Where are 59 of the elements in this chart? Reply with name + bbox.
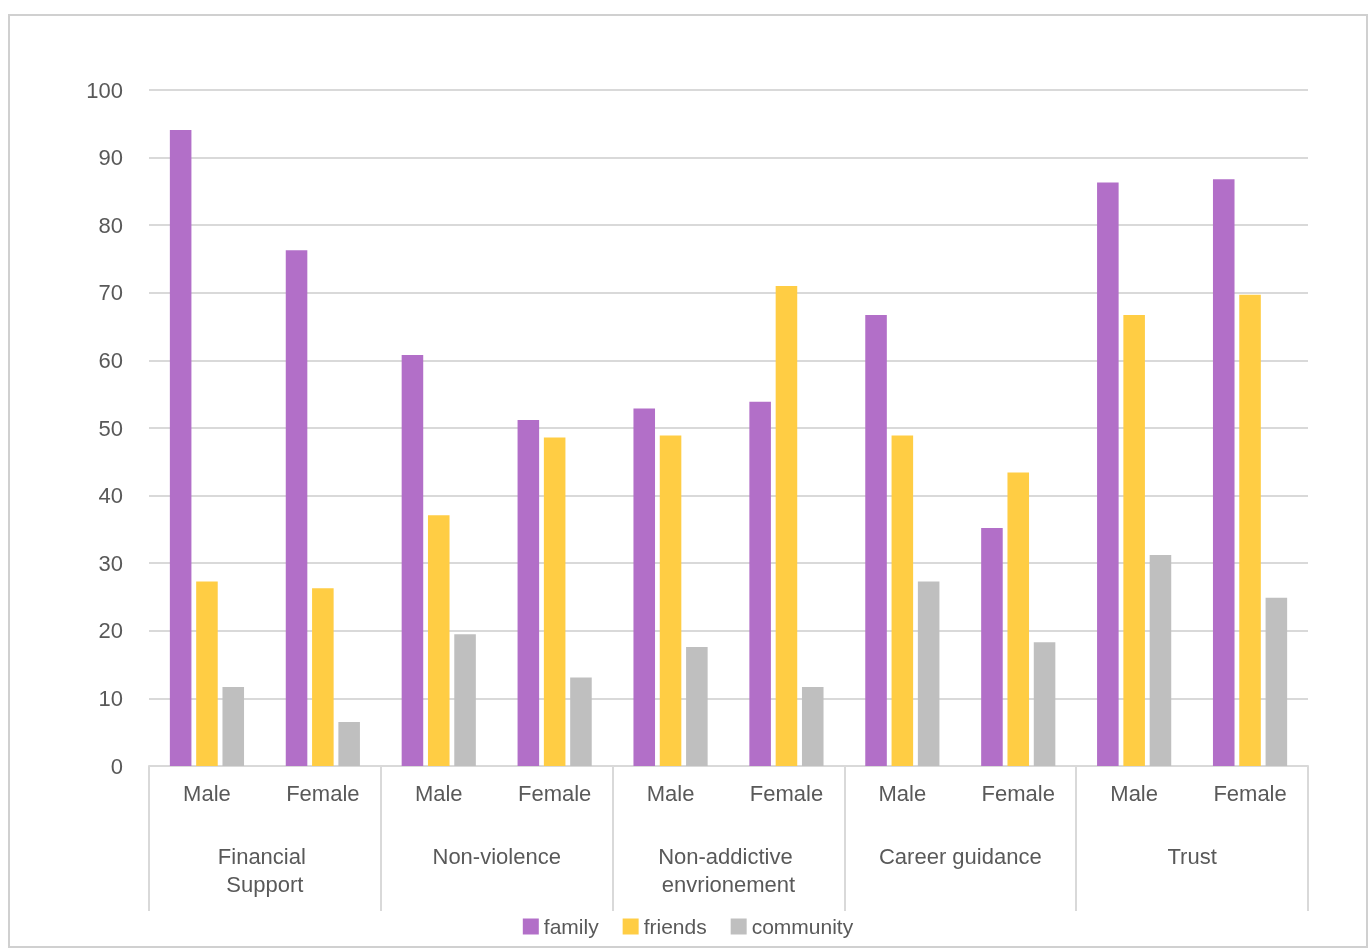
bar <box>517 419 540 766</box>
bar <box>659 435 682 766</box>
y-tick-label: 30 <box>98 550 123 576</box>
x-tick-label: Male <box>1110 780 1158 806</box>
bar <box>749 401 771 766</box>
text: Non-violence <box>432 843 561 869</box>
bar <box>570 677 592 766</box>
y-tick-label: 60 <box>98 347 123 373</box>
y-tick-label: 0 <box>110 753 123 779</box>
bar <box>775 286 798 766</box>
bar <box>1123 315 1145 766</box>
bar <box>169 129 192 766</box>
bar <box>865 315 887 766</box>
bar <box>338 722 360 766</box>
bar <box>1212 179 1235 766</box>
x-tick-label: Female <box>1213 780 1287 806</box>
bar <box>1239 294 1261 766</box>
bar <box>1097 182 1119 766</box>
legend-label: family <box>543 915 600 938</box>
bar <box>686 647 708 766</box>
x-tick-label: Male <box>183 780 231 806</box>
text: Financial Support <box>217 843 312 897</box>
x-tick-label: Male <box>878 780 927 806</box>
y-tick-label: 20 <box>98 618 123 644</box>
bar <box>917 581 940 766</box>
bar <box>981 528 1003 766</box>
bar <box>1033 642 1056 766</box>
x-tick-label: Female <box>517 780 592 806</box>
text: Trust <box>1167 843 1217 869</box>
x-tick-label: Female <box>286 780 360 806</box>
x-tick-label: Male <box>414 780 463 806</box>
text: Career guidance <box>878 843 1042 869</box>
bar <box>312 588 334 766</box>
bar <box>401 354 424 766</box>
bar <box>454 634 476 766</box>
legend-label: friends <box>643 915 707 938</box>
legend-label: community <box>751 915 854 938</box>
bar <box>196 581 218 766</box>
bar <box>801 686 824 766</box>
bar <box>222 686 245 766</box>
bar <box>427 515 450 766</box>
y-tick-label: 80 <box>98 212 123 238</box>
text: Non-addictive envrionement <box>658 843 799 897</box>
x-tick-label: Female <box>749 780 824 806</box>
bar <box>1265 597 1288 766</box>
bar <box>1007 472 1030 766</box>
bar <box>285 250 308 766</box>
y-tick-label: 50 <box>98 415 123 441</box>
y-tick-label: 40 <box>98 483 123 509</box>
bar <box>633 408 656 766</box>
bar <box>1149 555 1172 766</box>
x-tick-label: Female <box>981 780 1055 806</box>
bar <box>891 435 914 766</box>
x-tick-label: Male <box>646 780 695 806</box>
bar <box>543 437 566 766</box>
y-tick-label: 100 <box>86 77 123 103</box>
y-tick-label: 90 <box>98 145 123 171</box>
y-tick-label: 70 <box>98 280 123 306</box>
y-tick-label: 10 <box>98 685 123 711</box>
